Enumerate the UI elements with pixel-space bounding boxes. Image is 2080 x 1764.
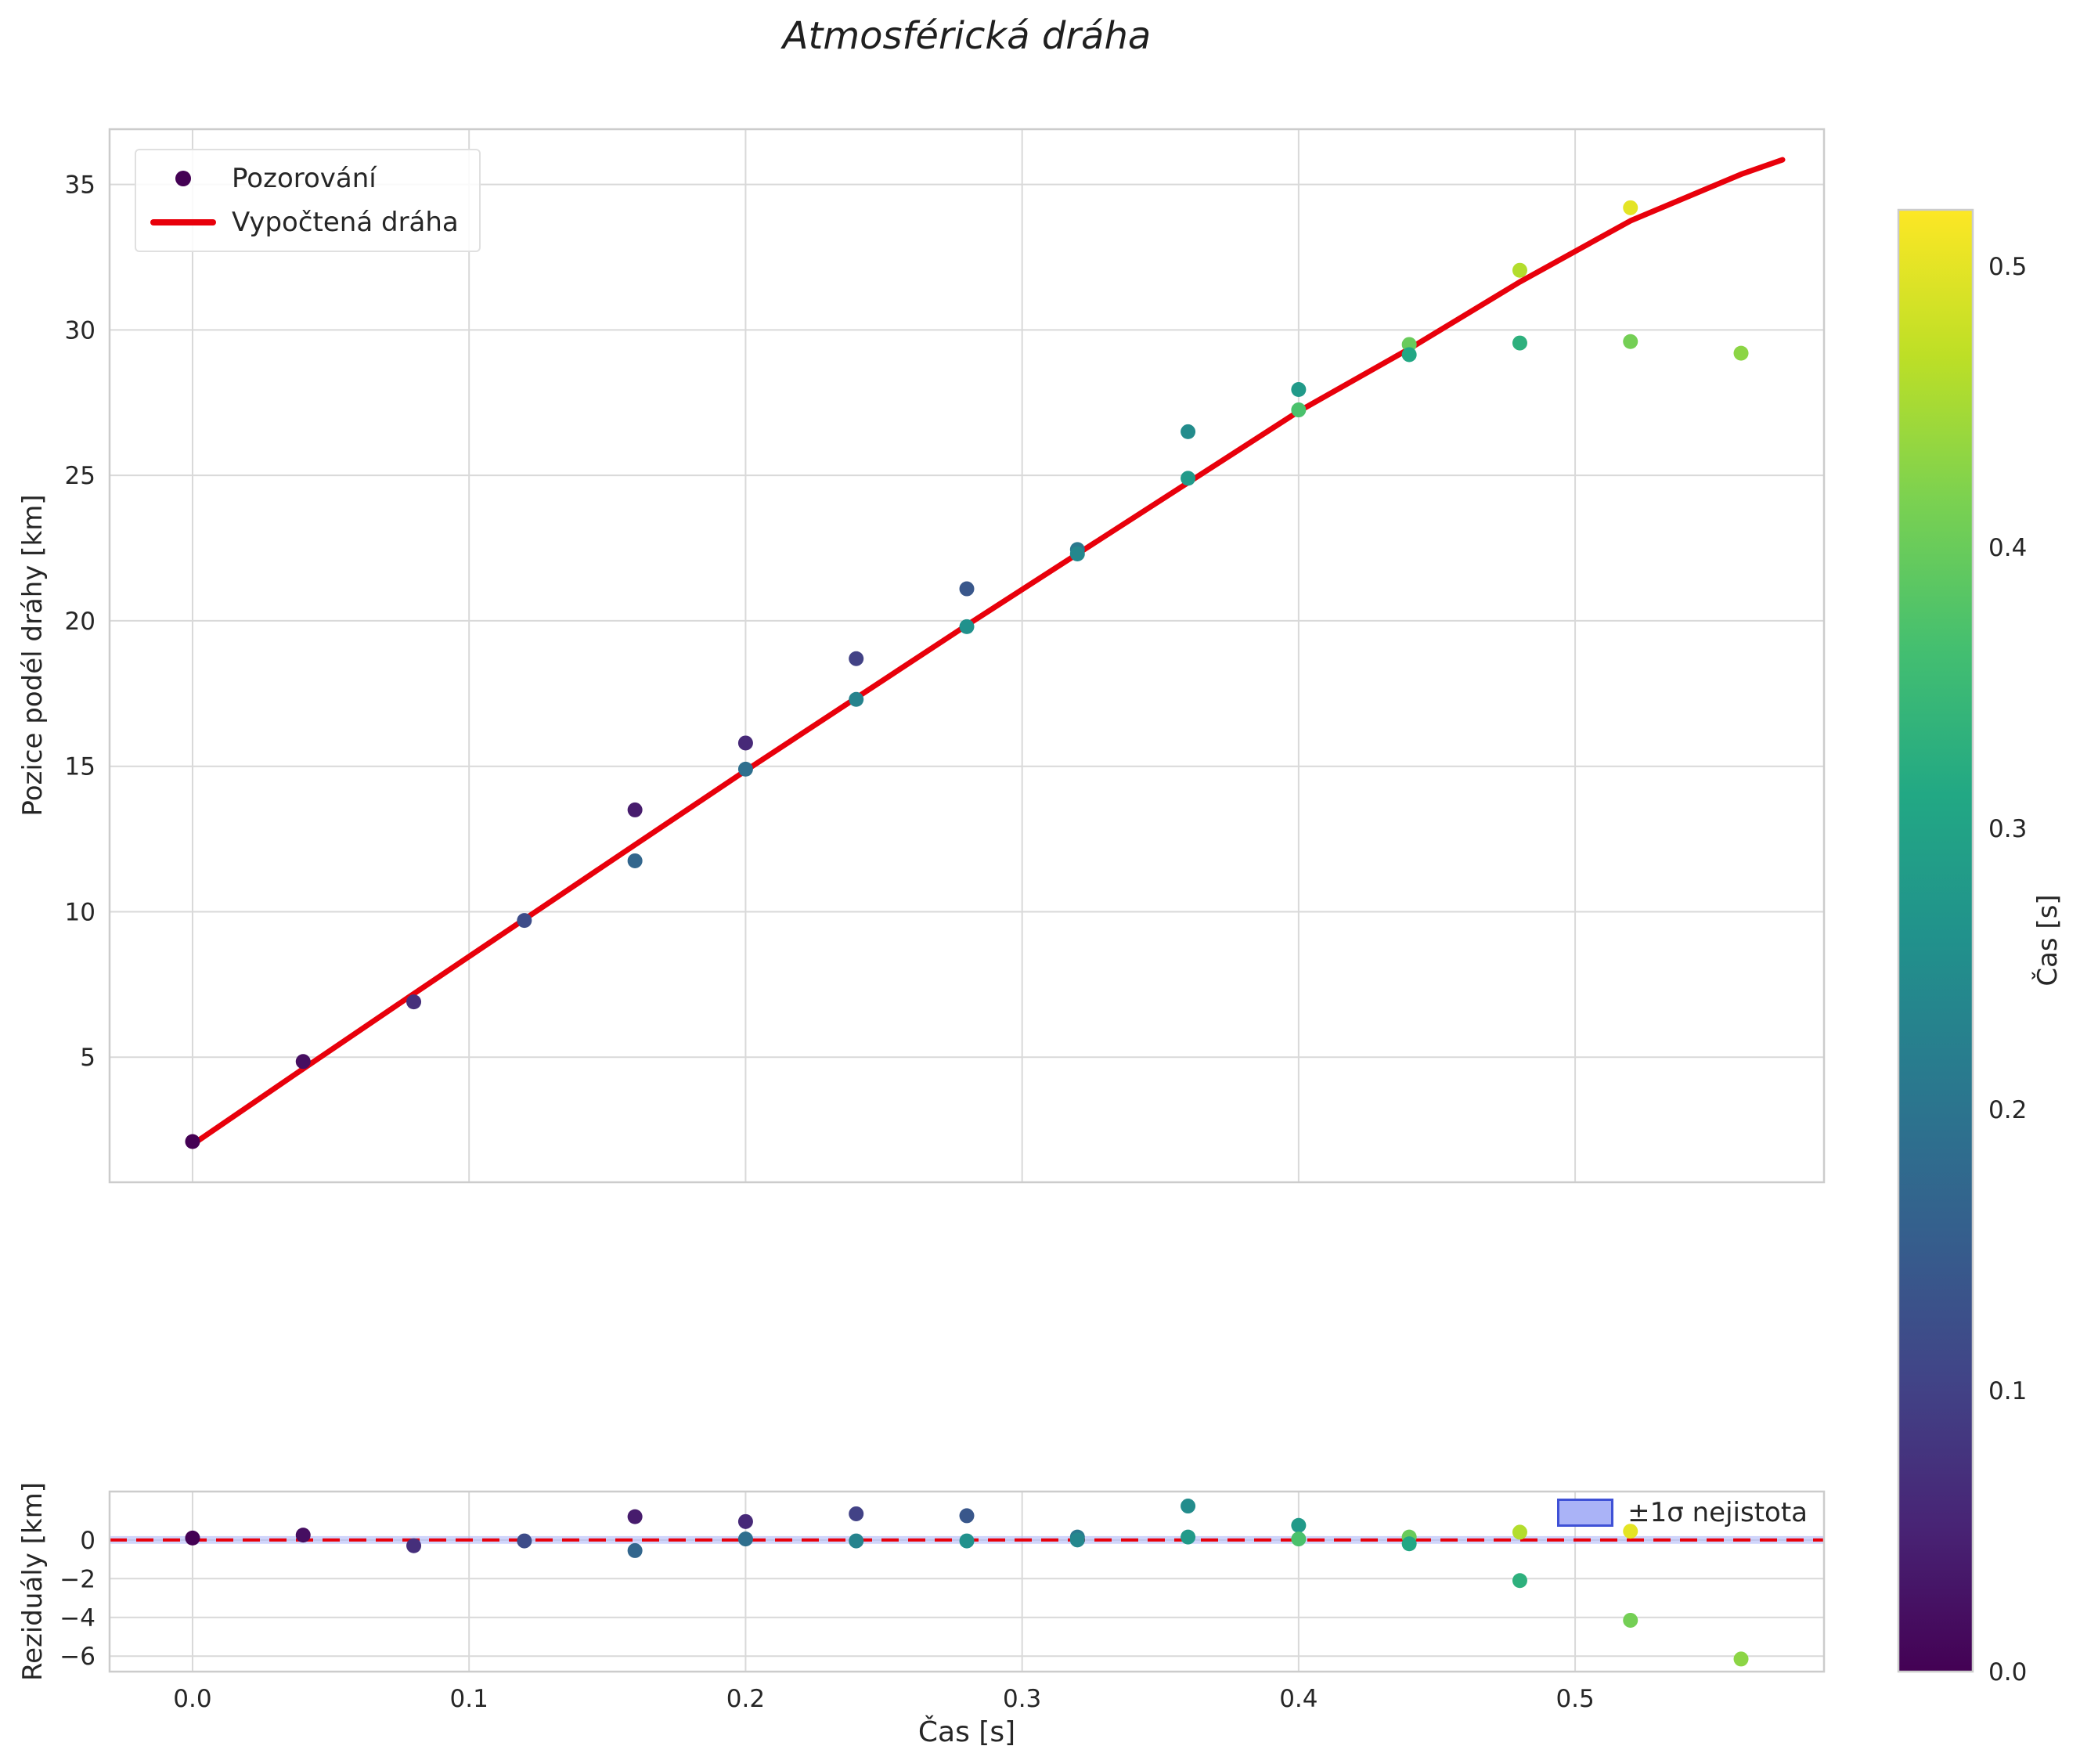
residual-point [1291, 1517, 1307, 1533]
legend-label-band: ±1σ nejistota [1628, 1497, 1808, 1528]
observation-point [959, 619, 975, 634]
residual-point [1512, 1573, 1527, 1589]
residuals-y-tick-label: −2 [59, 1565, 96, 1593]
observation-point [295, 1054, 311, 1070]
observation-point [849, 651, 864, 666]
observation-point [627, 853, 643, 868]
colorbar-tick-label: 0.4 [1988, 534, 2027, 562]
observation-point [737, 761, 753, 777]
trajectory-y-tick-label: 5 [80, 1044, 96, 1072]
x-tick-label: 0.1 [450, 1685, 488, 1713]
trajectory-y-tick-label: 10 [65, 898, 96, 926]
trajectory-y-tick-label: 25 [65, 462, 96, 490]
legend-entry-fit: Vypočtená dráha [150, 207, 459, 238]
x-tick-label: 0.0 [173, 1685, 211, 1713]
trajectory-legend: Pozorování Vypočtená dráha [135, 149, 481, 252]
residual-point [737, 1513, 753, 1529]
observation-point [1291, 382, 1307, 398]
residuals-y-tick-label: 0 [80, 1527, 96, 1555]
observation-point [517, 913, 532, 929]
x-axis-label: Čas [s] [917, 1716, 1016, 1748]
colorbar-tick-label: 0.1 [1988, 1377, 2027, 1405]
colorbar-tick-label: 0.2 [1988, 1096, 2027, 1124]
legend-entry-observations: Pozorování [150, 163, 459, 194]
residuals-axes: 0 −2 −4 −6 0.0 0.1 0.2 0.3 0.4 0.5 [59, 1490, 1826, 1713]
residuals-legend: ±1σ nejistota [1552, 1494, 1812, 1531]
residual-point [1623, 1524, 1638, 1539]
observation-point [1401, 347, 1417, 363]
residual-point [295, 1528, 311, 1543]
observations-marker-icon [175, 171, 191, 186]
legend-handle [150, 171, 216, 186]
residuals-y-axis-label: Reziduály [km] [17, 1482, 49, 1681]
trajectory-axes: 5 10 15 20 25 30 35 [65, 128, 1826, 1184]
colorbar-border [1897, 208, 1974, 1673]
colorbar-tick-label: 0.0 [1988, 1658, 2027, 1686]
fit-curve [189, 157, 1786, 1148]
observation-point [1623, 334, 1638, 349]
colorbar-label: Čas [s] [2032, 894, 2064, 987]
observation-point [406, 994, 422, 1010]
colorbar-tick-label: 0.3 [1988, 815, 2027, 843]
trajectory-y-axis-label: Pozice podél dráhy [km] [17, 494, 49, 817]
x-tick-label: 0.2 [726, 1685, 765, 1713]
uncertainty-band-patch-icon [1557, 1499, 1614, 1527]
residual-point [1069, 1532, 1085, 1548]
trajectory-y-tick-label: 30 [65, 316, 96, 345]
residual-point [849, 1506, 864, 1521]
residuals-axes-border [108, 1490, 1826, 1673]
observation-point [1181, 471, 1196, 486]
residual-point [1733, 1651, 1749, 1667]
x-tick-label: 0.3 [1003, 1685, 1041, 1713]
residuals-y-tick-label: −6 [59, 1643, 96, 1671]
residual-point [627, 1509, 643, 1524]
residual-point [185, 1530, 200, 1546]
residuals-y-tick-label: −4 [59, 1604, 96, 1632]
observation-point [737, 735, 753, 751]
residual-point [959, 1508, 975, 1524]
trajectory-y-tick-label: 20 [65, 608, 96, 636]
observation-point [1512, 335, 1527, 351]
observation-point [1512, 262, 1527, 278]
residual-point [1181, 1529, 1196, 1545]
observation-point [1069, 546, 1085, 561]
residual-point [1291, 1531, 1307, 1547]
residual-point [406, 1538, 422, 1553]
residual-point [849, 1533, 864, 1549]
residual-point [1623, 1612, 1638, 1628]
observation-point [1401, 337, 1417, 352]
trajectory-axes-border [108, 128, 1826, 1184]
residual-point [959, 1533, 975, 1549]
observation-point [959, 581, 975, 597]
observation-point [1181, 424, 1196, 439]
trajectory-y-tick-label: 15 [65, 753, 96, 781]
x-tick-label: 0.5 [1555, 1685, 1594, 1713]
observation-point [185, 1134, 200, 1149]
chart-title: Atmosférická dráha [782, 14, 1152, 58]
legend-handle [150, 219, 216, 225]
residual-point [517, 1533, 532, 1549]
observation-point [849, 691, 864, 707]
colorbar: 0.0 0.1 0.2 0.3 0.4 0.5 [1897, 208, 2027, 1686]
residual-point [1181, 1499, 1196, 1514]
observation-point [627, 802, 643, 817]
legend-label-observations: Pozorování [232, 163, 377, 194]
observation-point [1291, 402, 1307, 418]
observation-point [1623, 200, 1638, 215]
residual-point [737, 1531, 753, 1547]
observation-point [1733, 345, 1749, 361]
fit-line-marker-icon [150, 219, 216, 225]
residual-point [1401, 1536, 1417, 1552]
legend-label-fit: Vypočtená dráha [232, 207, 459, 238]
trajectory-y-tick-label: 35 [65, 171, 96, 200]
residual-point [1512, 1524, 1527, 1540]
residual-point [627, 1542, 643, 1558]
x-tick-label: 0.4 [1279, 1685, 1318, 1713]
colorbar-tick-label: 0.5 [1988, 253, 2027, 281]
colorbar-gradient [1898, 210, 1973, 1672]
